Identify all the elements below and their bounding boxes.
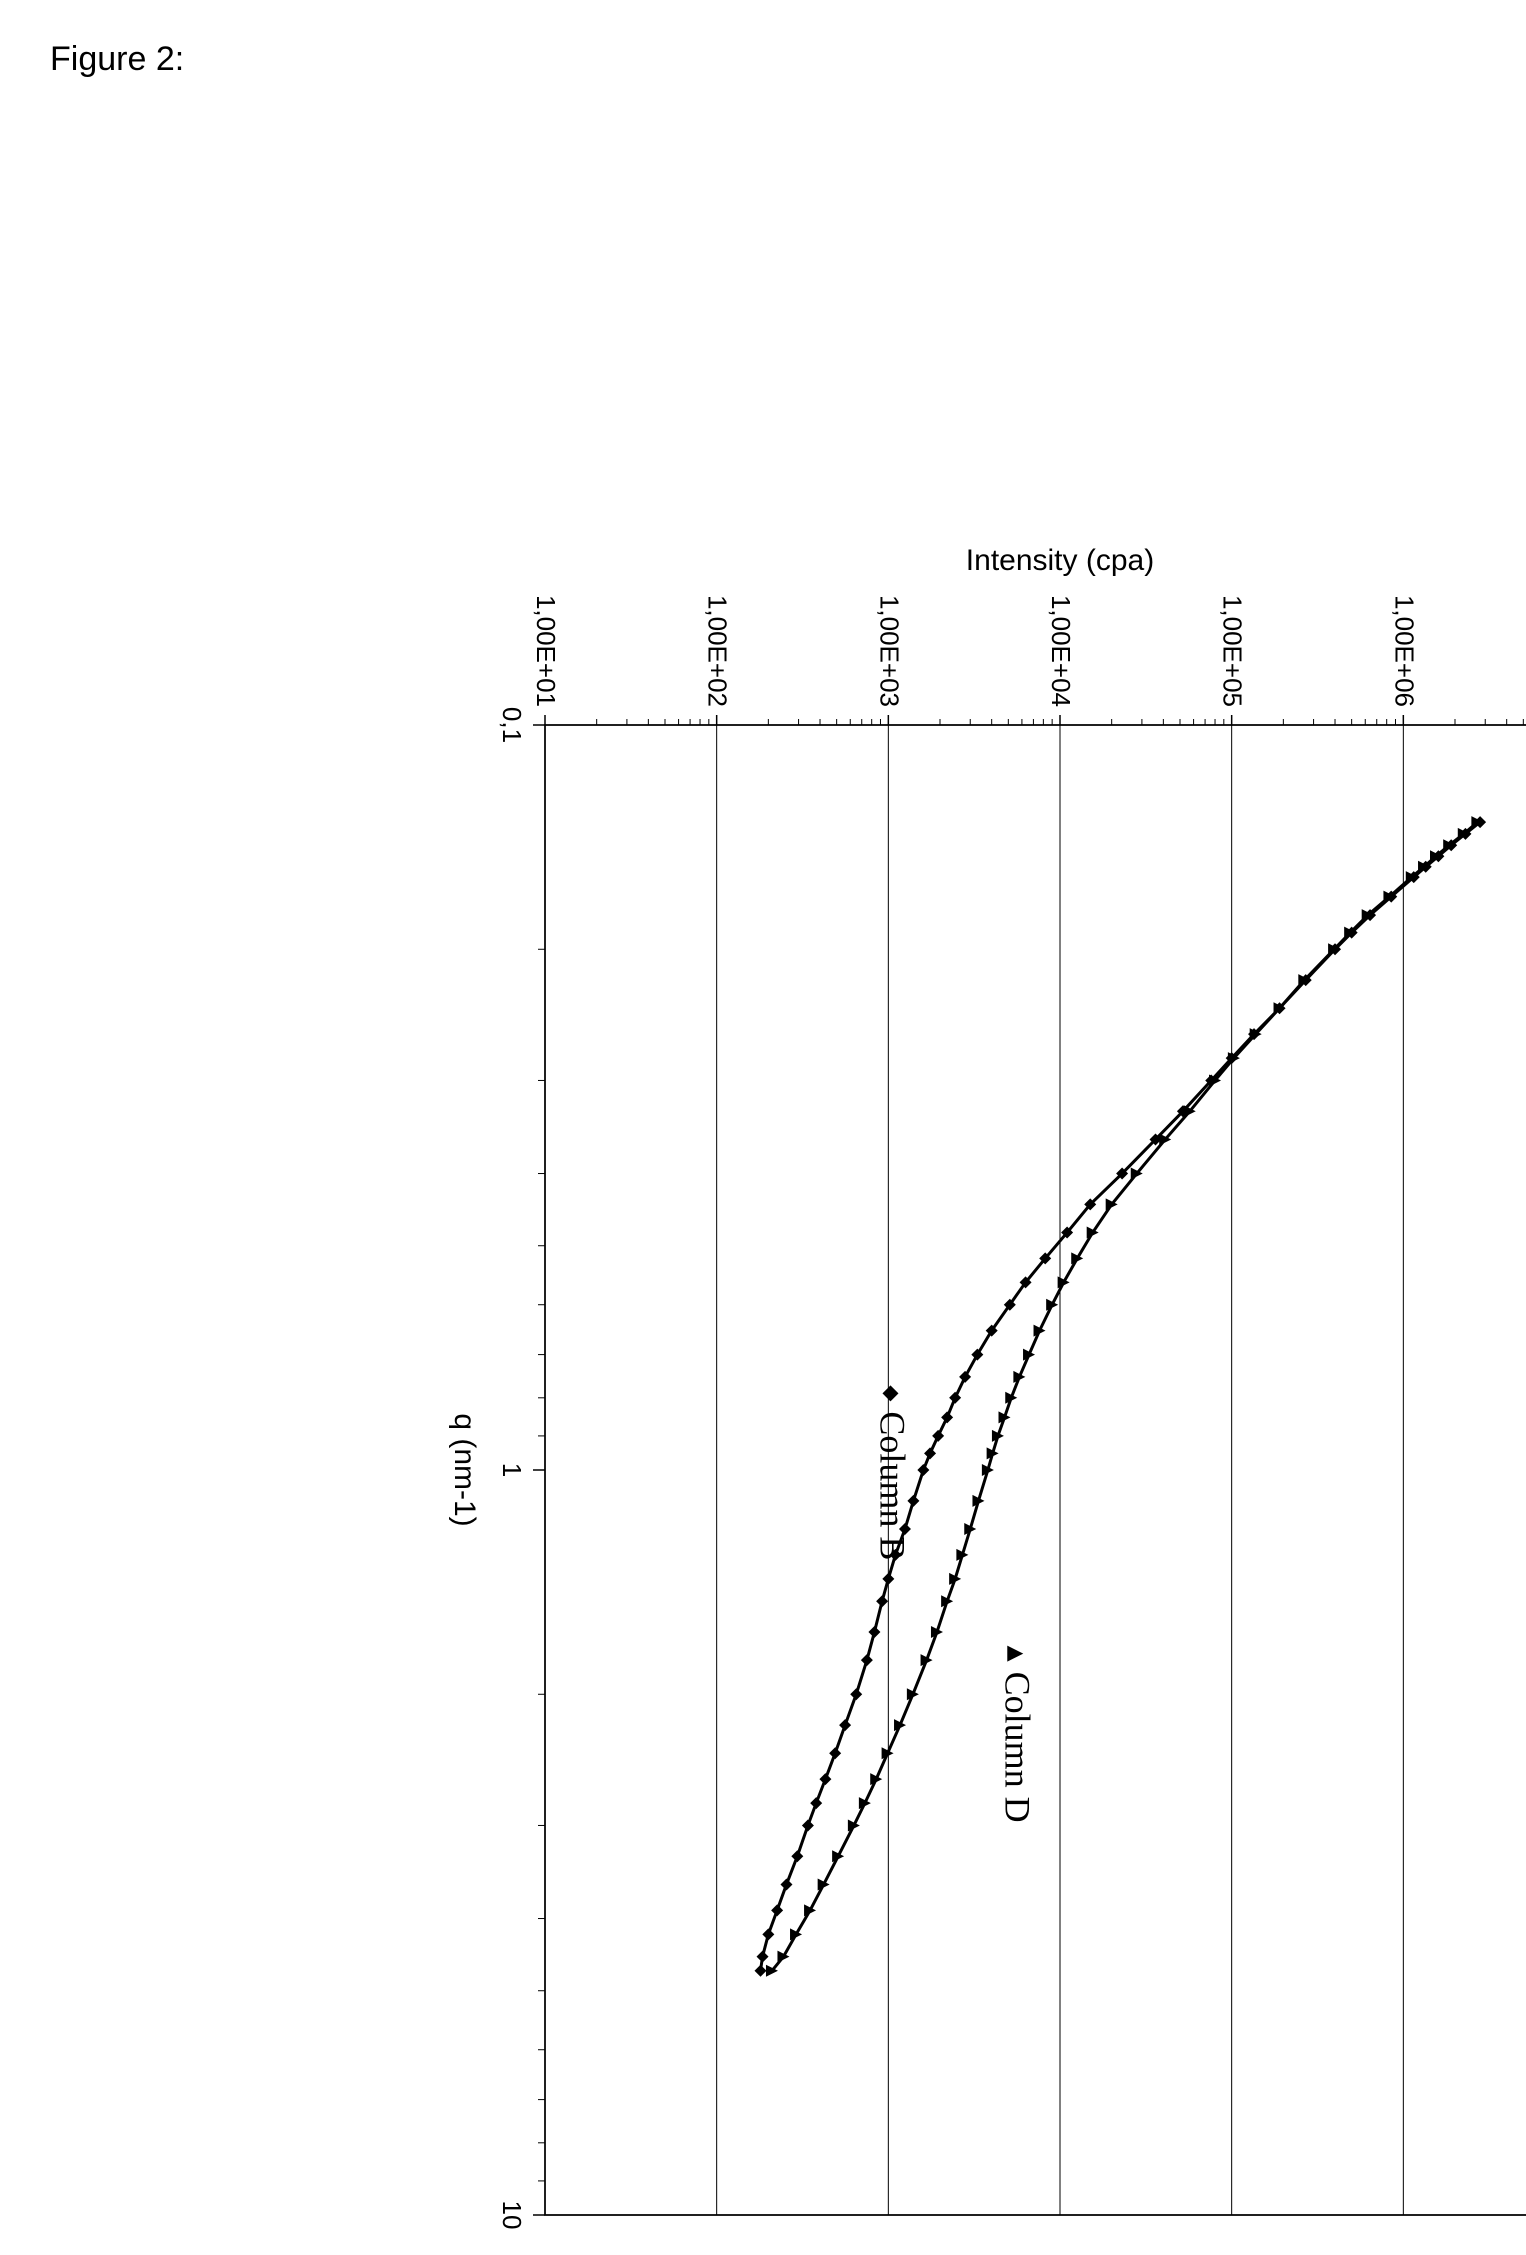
ytick-label: 1,00E+05 [1218, 595, 1248, 707]
ytick-label: 1,00E+03 [874, 595, 904, 707]
y-axis-label: Intensity (cpa) [966, 544, 1154, 577]
legend-label: Column B [872, 1411, 912, 1560]
plot-area [545, 725, 1526, 2215]
xtick-label: 10 [497, 2201, 527, 2230]
chart-container: 1,00E+01 1,00E+02 1,00E+03 1,00E+04 1,00E+05… [0, 525, 1526, 1725]
ytick-label: 1,00E+01 [531, 595, 561, 707]
intensity-vs-q-chart: 1,00E+01 1,00E+02 1,00E+03 1,00E+04 1,00E+05… [415, 525, 1526, 2255]
ytick-label: 1,00E+04 [1046, 595, 1076, 707]
xtick-label: 0,1 [497, 707, 527, 743]
legend-entry: Column B [872, 1385, 912, 1560]
legend-label: Column D [997, 1672, 1037, 1823]
xtick-label: 1 [497, 1463, 527, 1477]
x-axis-label: q (nm-1) [448, 1413, 481, 1526]
ytick-label: 1,00E+02 [703, 595, 733, 707]
legend-entry: Column D [997, 1646, 1037, 1823]
figure-caption: Figure 2: [50, 40, 184, 79]
ytick-label: 1,00E+06 [1389, 595, 1419, 707]
